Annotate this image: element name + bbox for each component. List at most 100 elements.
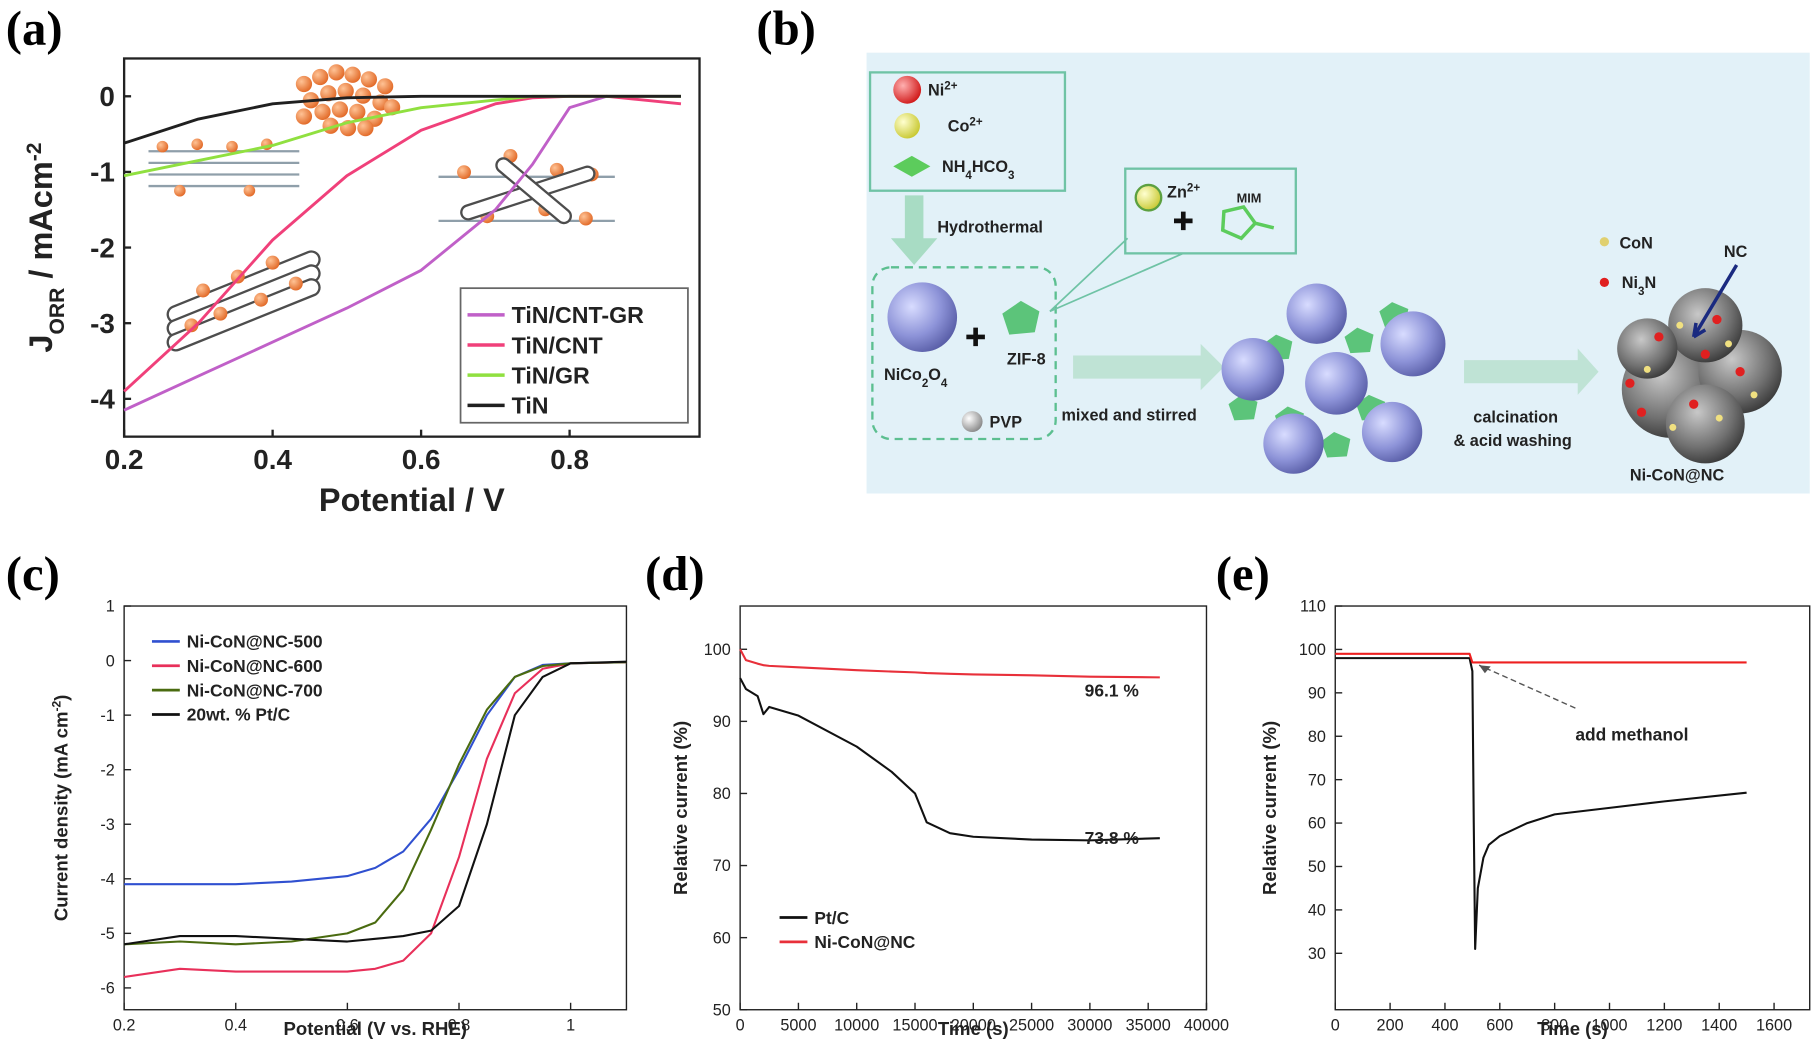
callout-lines	[1049, 237, 1184, 313]
ni-label: Ni2+	[928, 79, 958, 100]
co-label: Co2+	[948, 115, 983, 136]
y-tick-label: -2	[90, 232, 115, 263]
panel-label: (c)	[6, 547, 60, 601]
label-part: Zn	[1167, 184, 1187, 202]
legend-label: Ni-CoN@NC-500	[187, 632, 323, 652]
y-axis-label-part: J	[23, 335, 59, 353]
x-tick-label: 40000	[1184, 1017, 1229, 1035]
nh4hco3-icon	[893, 155, 931, 177]
y-tick-label: 100	[1299, 641, 1326, 659]
panel-label: (d)	[645, 547, 705, 601]
x-tick-label: 0	[736, 1017, 745, 1035]
dashed-box	[871, 266, 1057, 441]
ni3n-label: Ni3N	[1622, 274, 1656, 298]
ni-ion	[893, 75, 922, 104]
y-tick-label: -1	[90, 157, 115, 188]
y-tick-label: -3	[100, 816, 114, 834]
label-part: HCO	[972, 158, 1008, 176]
x-tick-label: 1	[566, 1017, 575, 1035]
plot-frame	[1334, 605, 1811, 1011]
legend-label: TiN/CNT-GR	[512, 302, 645, 328]
y-axis-label: Current density (mA cm-2)	[49, 695, 71, 921]
reagent-box	[868, 71, 1067, 192]
label-part: 2+	[969, 115, 982, 128]
label-part: 4	[965, 169, 972, 182]
annotation: add methanol	[1575, 725, 1688, 745]
nico2o4-sphere	[887, 282, 958, 352]
zn-box	[1124, 167, 1297, 255]
ni3n-dot	[1599, 277, 1610, 288]
legend-label: Ni-CoN@NC-700	[187, 680, 323, 700]
hydro-label: Hydrothermal	[937, 218, 1043, 236]
x-tick-label: 1000	[1591, 1017, 1627, 1035]
con-dot	[1599, 237, 1610, 247]
product-label: Ni-CoN@NC	[1630, 467, 1725, 485]
panel-label: (e)	[1216, 547, 1270, 601]
x-tick-label: 10000	[834, 1017, 879, 1035]
x-tick-label: 0.2	[113, 1017, 136, 1035]
y-axis-label: Relative current (%)	[670, 721, 691, 895]
nh4hco3-label: NH4HCO3	[942, 158, 1015, 182]
annotation: 73.8 %	[1085, 828, 1139, 848]
x-tick-label: 0.6	[402, 444, 441, 475]
nico2o4-label: NiCo2O4	[884, 366, 948, 390]
y-tick-label: 40	[1308, 902, 1326, 920]
legend-label: TiN	[512, 393, 549, 419]
y-axis-label-part: -2	[23, 143, 46, 162]
label-part: Ni	[1622, 274, 1638, 292]
data-line	[1335, 652, 1747, 664]
legend-label: Pt/C	[814, 908, 849, 928]
x-tick-label: 1200	[1646, 1017, 1682, 1035]
chart: (d) 0 5000 10000 15000 20000 25000 30000 35000 40…	[645, 547, 1229, 1039]
legend-label: Ni-CoN@NC-600	[187, 656, 323, 676]
x-tick-label: 200	[1377, 1017, 1404, 1035]
data-line	[123, 661, 627, 979]
legend-label: 20wt. % Pt/C	[187, 705, 291, 725]
legend-label: Ni-CoN@NC	[814, 932, 915, 952]
x-tick-label: 30000	[1067, 1017, 1112, 1035]
label-part: 3	[1008, 169, 1015, 182]
label-part: 4	[941, 376, 948, 389]
y-tick-label: -1	[100, 707, 114, 725]
y-axis-label: JORR / mAcm-2	[23, 143, 69, 353]
arrow-down	[890, 195, 938, 265]
x-tick-label: 800	[1541, 1017, 1568, 1035]
y-tick-label: 90	[1308, 685, 1326, 703]
y-axis-label-part: )	[50, 695, 71, 701]
x-tick-label: 0.6	[336, 1017, 359, 1035]
y-tick-label: 1	[106, 598, 115, 616]
plot-frame	[739, 605, 1208, 1011]
zn-label: Zn2+	[1167, 181, 1200, 202]
pvp-label: PVP	[990, 413, 1023, 431]
y-tick-label: 80	[1308, 728, 1326, 746]
y-tick-label: 100	[704, 641, 731, 659]
x-axis-label: Time (s)	[1537, 1018, 1608, 1039]
y-tick-label: 110	[1300, 598, 1326, 616]
plus-sign	[1173, 211, 1193, 231]
x-tick-label: 0.8	[448, 1017, 471, 1035]
y-axis-label: Relative current (%)	[1259, 721, 1280, 895]
y-tick-label: 80	[713, 785, 731, 803]
legend-box	[459, 287, 689, 424]
mixture	[1221, 283, 1446, 474]
label-part: O	[928, 366, 941, 384]
nc-arrow	[1691, 264, 1739, 339]
label-part: Ni	[928, 82, 944, 100]
data-line	[123, 94, 681, 145]
annotation-arrow	[1478, 664, 1576, 709]
product-particle	[1617, 288, 1782, 464]
mim-label: MIM	[1237, 190, 1262, 205]
y-tick-label: 90	[713, 713, 731, 731]
zif8-icon	[1002, 300, 1040, 335]
inset-illustrations	[148, 64, 615, 352]
label-part: 3	[1638, 285, 1645, 298]
y-tick-label: -3	[90, 308, 115, 339]
calc-label: calcination	[1473, 409, 1558, 427]
label-part: 2+	[1187, 181, 1200, 194]
data-line	[123, 660, 627, 946]
y-axis-label-part: ORR	[46, 288, 69, 335]
x-tick-label: 5000	[780, 1017, 816, 1035]
y-tick-label: 0	[99, 81, 114, 112]
panel-label: (b)	[756, 2, 816, 56]
